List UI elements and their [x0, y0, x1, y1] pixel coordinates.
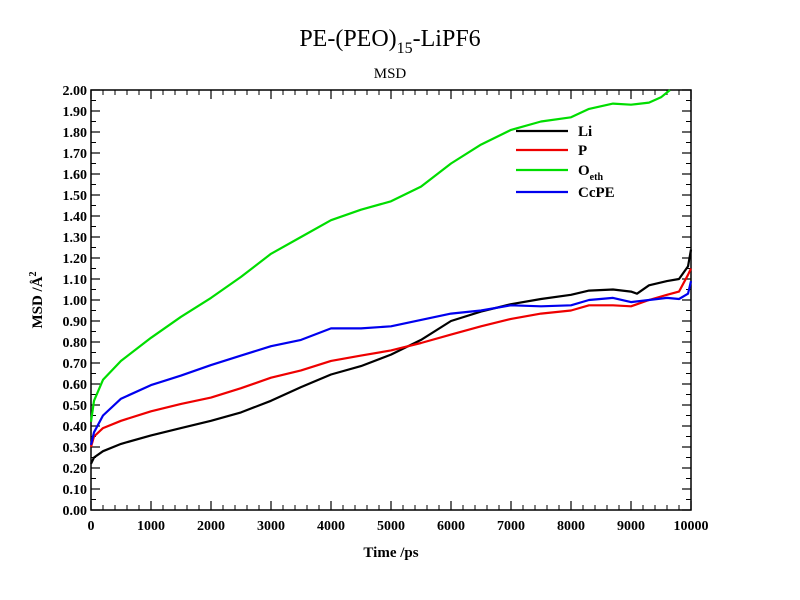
x-tick-label: 8000	[557, 519, 585, 534]
y-tick-label: 1.00	[63, 294, 88, 309]
chart-title-subscript: 15	[397, 40, 413, 57]
x-tick-labels: 0 1000 2000 3000 4000 5000 6000 7000 8000 9000 100…	[88, 519, 709, 534]
y-tick-label: 1.60	[63, 168, 88, 183]
y-tick-label: 1.20	[63, 252, 88, 267]
series-line-oeth	[89, 89, 671, 422]
legend-label-oeth: Oeth	[578, 163, 603, 183]
y-tick-label: 0.70	[63, 357, 88, 372]
y-tick-label: 0.60	[63, 378, 88, 393]
y-tick-label: 0.20	[63, 462, 88, 477]
x-tick-label: 5000	[377, 519, 405, 534]
y-tick-label: 0.50	[63, 399, 88, 414]
chart-title: PE-(PEO)15-LiPF6	[299, 26, 480, 57]
x-tick-label: 1000	[137, 519, 165, 534]
x-tick-label: 6000	[437, 519, 465, 534]
y-tick-label: 2.00	[63, 84, 88, 99]
legend-label-oeth-main: O	[578, 163, 590, 179]
y-tick-label: 1.10	[63, 273, 88, 288]
y-tick-label: 1.50	[63, 189, 88, 204]
chart-title-rest: -LiPF6	[413, 26, 481, 52]
legend-label-p: P	[578, 143, 587, 159]
legend-label-ccpe: CcPE	[578, 185, 615, 201]
series-line-li	[90, 249, 693, 465]
x-tick-label: 9000	[617, 519, 645, 534]
y-tick-labels: 0.00 0.10 0.20 0.30 0.40 0.50 0.60 0.70 0.80 0.90…	[63, 84, 88, 519]
legend-label-oeth-sub: eth	[590, 172, 604, 183]
y-tick-label: 1.90	[63, 105, 88, 120]
legend: Li P Oeth CcPE	[516, 124, 615, 201]
y-axis-label: MSD /Å2	[28, 271, 46, 328]
x-tick-label: 7000	[497, 519, 525, 534]
chart-subtitle: MSD	[374, 66, 407, 82]
y-axis-label-sup: 2	[28, 271, 39, 276]
y-tick-label: 1.70	[63, 147, 88, 162]
series-line-p	[89, 268, 692, 448]
y-tick-label: 1.40	[63, 210, 88, 225]
series-line-ccpe	[89, 280, 693, 446]
axis-ticks	[90, 89, 692, 511]
y-tick-label: 1.30	[63, 231, 88, 246]
series-lines	[89, 89, 693, 465]
y-tick-label: 0.30	[63, 441, 88, 456]
y-tick-label: 1.80	[63, 126, 88, 141]
x-tick-label: 10000	[674, 519, 709, 534]
x-tick-label: 0	[88, 519, 95, 534]
x-tick-label: 3000	[257, 519, 285, 534]
y-tick-label: 0.00	[63, 504, 88, 519]
x-axis-label: Time /ps	[363, 545, 418, 561]
x-tick-label: 2000	[197, 519, 225, 534]
legend-label-li: Li	[578, 124, 592, 140]
y-tick-label: 0.80	[63, 336, 88, 351]
y-tick-label: 0.40	[63, 420, 88, 435]
x-tick-label: 4000	[317, 519, 345, 534]
y-tick-label: 0.10	[63, 483, 88, 498]
y-axis-label-main: MSD /Å	[30, 276, 46, 328]
chart-title-main: PE-(PEO)	[299, 26, 396, 52]
y-tick-label: 0.90	[63, 315, 88, 330]
